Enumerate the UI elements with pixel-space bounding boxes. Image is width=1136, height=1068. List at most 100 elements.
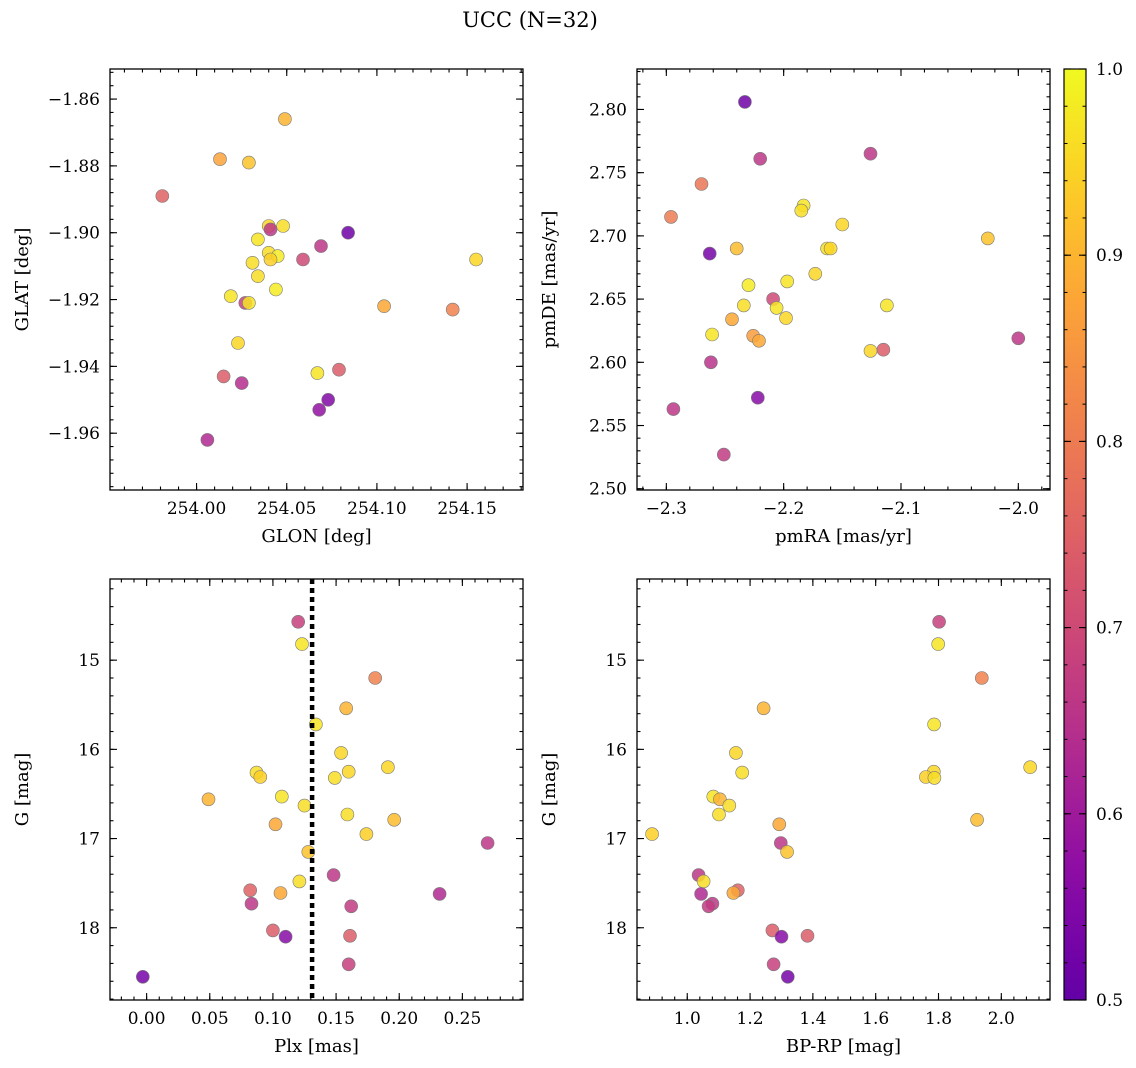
data-point xyxy=(326,868,341,882)
colorbar-tick-label: 0.8 xyxy=(1096,432,1123,452)
y-tick-label: −1.88 xyxy=(48,157,100,177)
data-point xyxy=(752,333,766,348)
data-point xyxy=(368,671,383,685)
panel-3: 0.00 0.05 0.10 0.15 0.20 0.25 15 16 17 18 Plx [mas… xyxy=(12,578,524,1057)
data-point xyxy=(341,764,356,779)
y-tick-label: 2.65 xyxy=(589,290,627,310)
colorbar-tick-label: 0.6 xyxy=(1096,805,1123,825)
data-point xyxy=(694,887,708,901)
data-point xyxy=(243,883,257,898)
x-tick-label: 0.10 xyxy=(254,1009,292,1029)
data-point xyxy=(242,296,256,310)
axes-frame xyxy=(109,68,524,491)
data-point xyxy=(321,392,336,407)
data-point xyxy=(927,771,942,785)
x-tick-label: 254.15 xyxy=(437,499,496,519)
data-point xyxy=(359,827,374,841)
data-point xyxy=(310,366,325,380)
data-point xyxy=(741,278,756,293)
data-point xyxy=(296,252,310,267)
data-point xyxy=(725,312,739,327)
data-point xyxy=(242,155,256,170)
panels: 254.00 254.05 254.10 254.15 −1.86 −1.88 −1.90 −… xyxy=(12,68,1051,1057)
data-point xyxy=(780,274,795,289)
data-point xyxy=(301,845,316,859)
colorbar-tick-label: 0.7 xyxy=(1096,619,1123,639)
colorbar-gradient xyxy=(1063,68,1087,1001)
data-point xyxy=(377,299,391,314)
data-point xyxy=(343,928,357,943)
data-point xyxy=(712,807,726,822)
data-point xyxy=(766,957,781,972)
x-tick-label: −2.0 xyxy=(998,499,1039,519)
data-point xyxy=(823,241,838,256)
data-point xyxy=(269,282,283,297)
figure-title: UCC (N=32) xyxy=(462,8,598,32)
panel-4: 1.0 1.2 1.4 1.6 1.8 2.0 15 16 17 18 BP-RP [mag] G [… xyxy=(539,578,1051,1057)
data-point xyxy=(808,266,823,281)
data-point xyxy=(666,402,681,416)
data-point xyxy=(729,746,743,760)
x-tick-label: 0.00 xyxy=(128,1009,166,1029)
data-point xyxy=(880,298,894,313)
y-tick-label: −1.86 xyxy=(48,90,100,110)
x-tick-label: 254.00 xyxy=(167,499,226,519)
data-point xyxy=(312,402,327,417)
data-point xyxy=(876,342,891,357)
data-point xyxy=(702,246,717,261)
y-tick-label: 18 xyxy=(605,919,627,939)
colorbar-tick-label: 0.9 xyxy=(1096,246,1123,266)
x-tick-label: 1.8 xyxy=(925,1009,952,1029)
data-point xyxy=(704,355,718,370)
points-1 xyxy=(155,112,483,447)
data-point xyxy=(769,301,784,315)
data-point xyxy=(340,807,355,822)
data-point xyxy=(445,302,460,317)
data-point xyxy=(779,311,793,325)
data-point xyxy=(216,369,231,384)
data-point xyxy=(729,241,744,256)
ticks xyxy=(110,69,523,490)
x-tick-label: 2.0 xyxy=(988,1009,1015,1029)
data-point xyxy=(736,298,751,313)
y-tick-label: 18 xyxy=(78,919,100,939)
data-point xyxy=(251,269,265,284)
data-point xyxy=(835,217,850,232)
data-point xyxy=(251,232,265,247)
data-point xyxy=(800,928,815,943)
data-point xyxy=(276,219,290,233)
data-point xyxy=(863,344,878,358)
y-axis-label: G [mag] xyxy=(12,753,33,826)
data-point xyxy=(701,899,716,914)
x-tick-label: 0.25 xyxy=(443,1009,481,1029)
x-tick-label: 0.05 xyxy=(191,1009,229,1029)
data-point xyxy=(469,252,483,267)
data-point xyxy=(224,289,238,304)
data-point xyxy=(334,746,348,760)
data-point xyxy=(735,765,750,780)
data-point xyxy=(726,886,741,900)
data-point xyxy=(278,112,292,126)
data-point xyxy=(234,376,249,390)
data-point xyxy=(974,671,989,685)
x-tick-label: 0.20 xyxy=(380,1009,418,1029)
data-point xyxy=(268,817,283,832)
data-point xyxy=(738,95,752,109)
data-point xyxy=(327,771,342,785)
y-tick-label: 2.80 xyxy=(589,100,627,120)
data-point xyxy=(664,210,678,224)
axes-frame xyxy=(636,578,1051,1001)
data-point xyxy=(774,929,789,944)
x-axis-label: BP-RP [mag] xyxy=(786,1036,901,1057)
y-tick-label: 17 xyxy=(605,830,627,850)
x-tick-label: −2.3 xyxy=(646,499,687,519)
y-tick-label: 2.50 xyxy=(589,480,627,500)
y-tick-label: −1.90 xyxy=(48,224,100,244)
data-point xyxy=(980,231,995,246)
y-tick-label: 16 xyxy=(605,740,627,760)
x-tick-label: 1.4 xyxy=(799,1009,826,1029)
data-point xyxy=(201,792,216,807)
data-point xyxy=(263,252,278,267)
data-point xyxy=(292,874,307,889)
panel-2: −2.3 −2.2 −2.1 −2.0 2.50 2.55 2.60 2.65 2.70 2.75… xyxy=(539,68,1051,547)
